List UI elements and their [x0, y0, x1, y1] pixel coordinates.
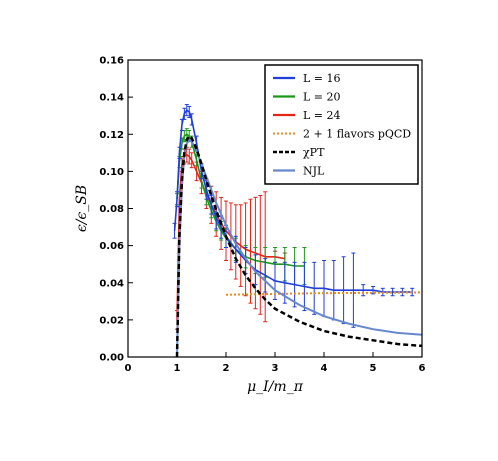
y-tick-label-2: 0.04 [99, 278, 124, 289]
series-line-3 [225, 291, 422, 296]
series-layer [172, 104, 422, 357]
tick-layer: 0 1 2 3 4 5 6 0.00 0.02 0.04 0.06 0.08 0.10 0.12 0.14 0… [99, 56, 425, 375]
legend: L = 16 L = 20 L = 24 2 + 1 flavors pQCD χPT N… [264, 64, 419, 185]
x-tick-label-3: 3 [272, 363, 279, 374]
x-tick-label-5: 5 [370, 363, 377, 374]
legend-box [264, 64, 419, 185]
y-tick-label-8: 0.16 [99, 56, 124, 67]
x-tick-label-1: 1 [174, 363, 181, 374]
y-tick-label-4: 0.08 [99, 204, 124, 215]
legend-label-4: χPT [303, 146, 325, 159]
y-tick-label-5: 0.10 [99, 167, 124, 178]
y-tick-label-0: 0.00 [99, 353, 124, 364]
y-tick-label-3: 0.06 [99, 241, 124, 252]
series-line-4 [175, 134, 422, 357]
legend-label-0: L = 16 [303, 72, 341, 85]
x-tick-label-2: 2 [223, 363, 230, 374]
y-axis-title: ϵ/ϵ_SB [74, 185, 90, 232]
x-axis-title: μ_I/m_π [247, 379, 304, 395]
series-3 [225, 291, 422, 296]
series-line-1 [176, 133, 305, 267]
y-tick-label-1: 0.02 [99, 315, 124, 326]
legend-label-1: L = 20 [303, 91, 341, 104]
y-tick-label-6: 0.12 [99, 130, 124, 141]
legend-label-2: L = 24 [303, 109, 341, 122]
series-4 [175, 134, 422, 357]
x-tick-label-6: 6 [419, 363, 426, 374]
legend-label-3: 2 + 1 flavors pQCD [303, 128, 411, 141]
legend-label-5: NJL [303, 165, 325, 178]
y-tick-label-7: 0.14 [99, 93, 124, 104]
series-line-2 [176, 153, 285, 320]
x-tick-label-0: 0 [125, 363, 132, 374]
x-tick-label-4: 4 [321, 363, 328, 374]
